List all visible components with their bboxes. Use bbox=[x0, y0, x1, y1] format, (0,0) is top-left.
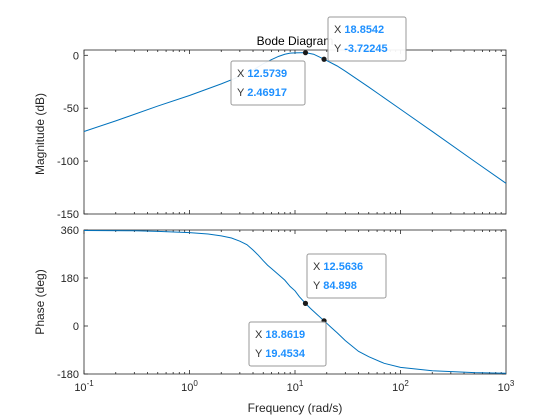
chart-title: Bode Diagram bbox=[257, 34, 334, 48]
datatip-row-y: Y 84.898 bbox=[313, 280, 357, 292]
x-tick-base: 10 bbox=[498, 382, 510, 394]
datatip-row-y: Y -3.72245 bbox=[334, 43, 388, 55]
datatip-box bbox=[248, 321, 327, 367]
datatip-row-y: Y 19.4534 bbox=[255, 348, 306, 360]
x-axis-ticks: 10-1 100 101 102 103 bbox=[74, 379, 515, 394]
datatip-x-key: X bbox=[237, 68, 247, 80]
x-tick-base: 10 bbox=[74, 382, 86, 394]
x-tick-label: 103 bbox=[498, 379, 515, 394]
datatip-row-y: Y 2.46917 bbox=[237, 87, 287, 99]
datatip-box bbox=[230, 60, 306, 106]
datatip-x-value: 12.5739 bbox=[247, 68, 287, 80]
phase-series-line bbox=[83, 230, 507, 374]
x-tick-exponent: 1 bbox=[299, 379, 304, 388]
datatip-x-value: 18.8619 bbox=[265, 329, 305, 341]
datatip-x-value: 12.5636 bbox=[323, 261, 363, 273]
phase-axes[interactable]: 360 180 0 -180 Phase (deg) bbox=[33, 225, 507, 381]
datatip-x-key: X bbox=[255, 329, 265, 341]
x-tick-exponent: 0 bbox=[193, 379, 198, 388]
datatip-row-x: X 18.8619 bbox=[255, 329, 305, 341]
y-tick-label: -150 bbox=[57, 209, 79, 221]
phase-axis-label: Phase (deg) bbox=[33, 269, 47, 334]
datatip-box bbox=[327, 16, 407, 62]
datatip-y-value: 19.4534 bbox=[265, 348, 306, 360]
x-tick-base: 10 bbox=[392, 382, 404, 394]
x-tick-base: 10 bbox=[287, 382, 299, 394]
y-tick-label: 0 bbox=[73, 50, 79, 62]
datatip-marker bbox=[321, 56, 327, 62]
x-tick-label: 10-1 bbox=[74, 379, 94, 394]
datatip-y-value: 2.46917 bbox=[247, 87, 287, 99]
datatip-row-x: X 12.5636 bbox=[313, 261, 363, 273]
x-tick-exponent: 3 bbox=[510, 379, 515, 388]
x-tick-label: 101 bbox=[287, 379, 304, 394]
x-tick-label: 100 bbox=[181, 379, 198, 394]
datatip-y-key: Y bbox=[334, 43, 344, 55]
magnitude-series-line bbox=[83, 52, 507, 184]
datatip-y-key: Y bbox=[255, 348, 265, 360]
y-tick-label: 180 bbox=[61, 273, 79, 285]
x-tick-exponent: -1 bbox=[87, 379, 95, 388]
x-tick-base: 10 bbox=[181, 382, 193, 394]
datatip-y-value: 84.898 bbox=[323, 280, 357, 292]
x-axis-label: Frequency (rad/s) bbox=[248, 401, 343, 415]
datatip-x-value: 18.8542 bbox=[344, 24, 384, 36]
datatip-x-key: X bbox=[334, 24, 344, 36]
datatip-row-x: X 18.8542 bbox=[334, 24, 384, 36]
magnitude-axis-label: Magnitude (dB) bbox=[33, 93, 47, 175]
y-tick-label: -50 bbox=[63, 103, 79, 115]
y-tick-label: 360 bbox=[61, 225, 79, 237]
datatip-marker bbox=[302, 300, 309, 306]
datatip-y-key: Y bbox=[237, 87, 247, 99]
y-tick-label: -100 bbox=[57, 156, 79, 168]
datatip-box bbox=[306, 253, 387, 299]
x-tick-label: 102 bbox=[392, 379, 409, 394]
y-tick-label: -180 bbox=[57, 369, 79, 381]
datatip-y-value: -3.72245 bbox=[344, 43, 387, 55]
y-tick-label: 0 bbox=[73, 321, 79, 333]
datatip-x-key: X bbox=[313, 261, 323, 273]
datatip-marker bbox=[302, 50, 309, 56]
datatip-y-key: Y bbox=[313, 280, 323, 292]
x-tick-exponent: 2 bbox=[404, 379, 409, 388]
datatip-row-x: X 12.5739 bbox=[237, 68, 287, 80]
